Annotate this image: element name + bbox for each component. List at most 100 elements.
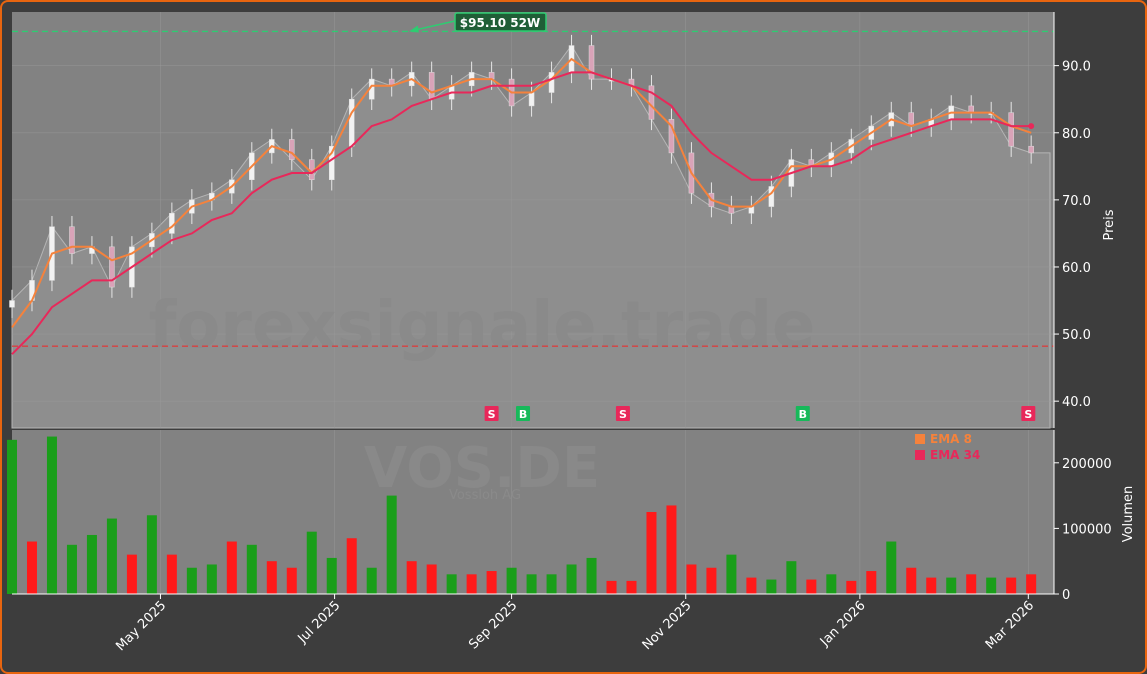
volume-bar [346,538,357,594]
legend-swatch-1 [915,450,925,460]
volume-bar [826,574,837,594]
volume-bar [126,554,137,594]
signal-label: B [519,408,527,421]
candle-body [1028,145,1034,154]
volume-bar [26,541,37,594]
price-watermark: forexsignale.trade [149,289,816,363]
candle-body [348,98,355,147]
volume-bar [246,544,257,594]
volume-bar [266,561,277,594]
price-ytick-label: 70.0 [1062,194,1091,209]
volume-bar [506,567,517,594]
volume-bar [686,564,697,594]
volume-bar [186,567,197,594]
xtick-label: Sep 2025 [466,598,520,652]
candle-body [428,72,435,100]
volume-y-axis-label: Volumen [1121,486,1136,543]
volume-bar [366,567,377,594]
volume-bar [566,564,577,594]
volume-bar [606,580,617,594]
volume-bar [966,574,977,594]
volume-panel-bg [12,430,1054,594]
signal-label: S [1024,408,1032,421]
volume-bar [106,518,117,594]
signal-marker-S-4 [1021,406,1036,421]
volume-bar [886,541,897,594]
candle-body [328,145,335,180]
legend-label-0: EMA 8 [930,432,972,446]
volume-bar [846,580,857,594]
candle-body [528,92,535,107]
volume-bar [1006,577,1017,594]
volume-ytick-label: 0 [1062,588,1070,603]
candle-body [289,139,295,160]
volume-bar [646,512,657,594]
candle-body [548,72,555,93]
price-y-axis-label: Preis [1102,209,1117,240]
volume-bar [926,577,937,594]
candle-body [309,159,315,180]
volume-watermark-sub: Vossloh AG [449,488,521,503]
xtick-label: May 2025 [113,598,169,654]
signal-label: S [619,408,627,421]
volume-bar [986,577,997,594]
price-ytick-label: 80.0 [1062,127,1091,142]
signal-marker-B-3 [795,406,810,421]
signal-label: S [488,408,496,421]
candle-body [588,45,595,80]
candle-body [648,85,655,120]
candle-body [1008,112,1014,147]
price-ytick-label: 40.0 [1062,395,1091,410]
volume-bar [7,439,17,594]
price-ytick-label: 50.0 [1062,328,1091,343]
volume-bar [666,505,677,594]
volume-bar [786,561,797,594]
xtick-label: Jan 2026 [817,598,869,650]
volume-bar [226,541,237,594]
volume-bar [46,436,57,594]
candle-body [488,72,495,80]
volume-bar [766,579,777,594]
signal-marker-S-2 [615,406,630,421]
volume-bar [486,571,497,594]
ema-8-line [11,57,1032,328]
xtick-label: Jul 2025 [295,598,344,647]
volume-bar [206,564,217,594]
volume-bar [66,544,77,594]
candle-body [668,119,675,154]
volume-bar [166,554,177,594]
volume-bar [86,534,97,594]
volume-bar [546,574,557,594]
volume-bar [746,577,757,594]
volume-bar [946,577,957,594]
price-ytick-label: 90.0 [1062,60,1091,75]
candle-body [9,300,15,308]
volume-bar [386,495,397,594]
volume-bar [326,557,337,594]
high-52w-label-box [454,12,547,32]
candle-body [169,213,175,234]
ema-34-end-dot [1028,123,1035,130]
volume-bar [466,574,477,594]
volume-bar [426,564,437,594]
volume-bar [706,567,717,594]
signal-marker-S-0 [484,406,499,421]
volume-bar [626,580,637,594]
ema-34-line [11,71,1032,355]
signal-marker-B-1 [516,406,531,421]
volume-bar [726,554,737,594]
volume-bar [146,515,157,594]
high-52w-label: $95.10 52W [460,16,540,30]
volume-bar [286,567,297,594]
legend-swatch-0 [915,434,925,444]
high-52w-arrowhead [408,25,419,33]
xtick-label: Nov 2025 [640,598,695,653]
volume-bar [406,561,417,594]
high-52w-arrow [412,20,456,32]
legend-label-1: EMA 34 [930,448,980,462]
signal-label: B [799,408,807,421]
volume-bar [806,579,817,594]
volume-bar [526,574,537,594]
